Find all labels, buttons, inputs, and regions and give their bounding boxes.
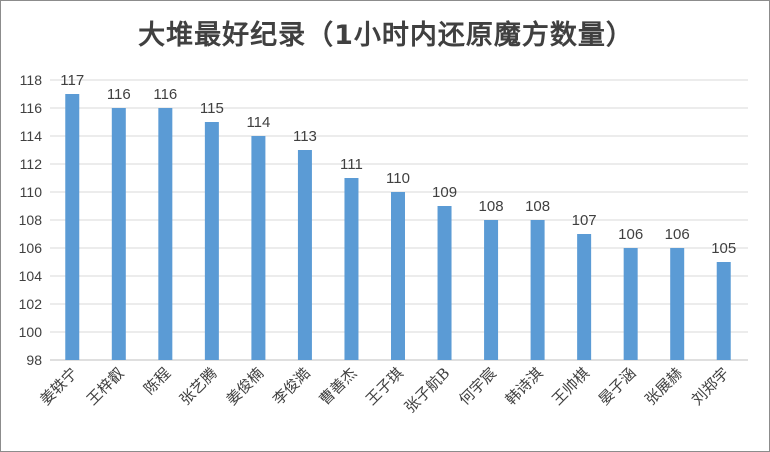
x-tick-label: 张展赫 — [641, 364, 686, 409]
x-tick-label: 陈程 — [140, 364, 174, 398]
data-label: 105 — [711, 240, 736, 257]
data-label: 108 — [525, 198, 550, 215]
x-tick-label: 王梓叡 — [83, 364, 128, 409]
bar — [623, 248, 638, 360]
bar — [111, 108, 126, 360]
data-label: 114 — [246, 114, 270, 131]
data-label: 117 — [60, 72, 84, 89]
x-tick-label: 曹善杰 — [316, 364, 361, 409]
y-tick-label: 98 — [26, 352, 42, 368]
bar — [577, 234, 592, 360]
bar — [670, 248, 685, 360]
bar — [530, 220, 545, 360]
x-tick-label: 王帅棋 — [548, 364, 593, 409]
x-tick-label: 何宇宸 — [455, 364, 500, 409]
y-tick-label: 100 — [19, 324, 43, 340]
data-label: 108 — [479, 198, 504, 215]
y-tick-label: 108 — [19, 212, 43, 228]
x-tick-label: 张艺腾 — [176, 364, 221, 409]
bar — [65, 94, 80, 360]
y-tick-label: 116 — [20, 100, 43, 116]
data-label: 116 — [153, 86, 177, 103]
data-label: 107 — [572, 212, 597, 229]
bar — [204, 122, 219, 360]
y-tick-label: 114 — [20, 128, 43, 144]
bar — [344, 178, 359, 360]
chart-title: 大堆最好纪录（1小时内还原魔方数量） — [138, 20, 634, 51]
x-tick-label: 刘郑宇 — [688, 364, 733, 409]
bar — [437, 206, 452, 360]
y-tick-label: 106 — [19, 240, 43, 256]
data-label: 111 — [340, 156, 363, 173]
x-tick-label: 李俊澔 — [269, 364, 314, 409]
data-label: 116 — [107, 86, 131, 103]
x-tick-label: 张子航B — [401, 364, 453, 416]
y-tick-label: 112 — [20, 156, 43, 172]
x-tick-label: 晏子涵 — [595, 364, 640, 409]
bar — [716, 262, 731, 360]
bar — [391, 192, 405, 360]
x-tick-label: 韩诗淇 — [502, 364, 547, 409]
bar — [297, 150, 312, 360]
data-label: 109 — [432, 184, 457, 201]
y-tick-label: 102 — [19, 296, 43, 312]
x-tick-label: 姜轶宁 — [37, 364, 82, 409]
bar — [158, 108, 173, 360]
data-label: 106 — [665, 226, 690, 243]
x-tick-label: 姜俊楠 — [223, 364, 268, 409]
y-tick-label: 104 — [19, 268, 43, 284]
bar — [251, 136, 266, 360]
data-label: 106 — [618, 226, 643, 243]
y-tick-label: 118 — [20, 72, 43, 88]
data-label: 110 — [386, 170, 410, 187]
bar — [484, 220, 499, 360]
data-label: 113 — [293, 128, 317, 145]
data-label: 115 — [200, 100, 224, 117]
x-tick-label: 王子琪 — [362, 364, 407, 409]
y-tick-label: 110 — [20, 184, 43, 200]
